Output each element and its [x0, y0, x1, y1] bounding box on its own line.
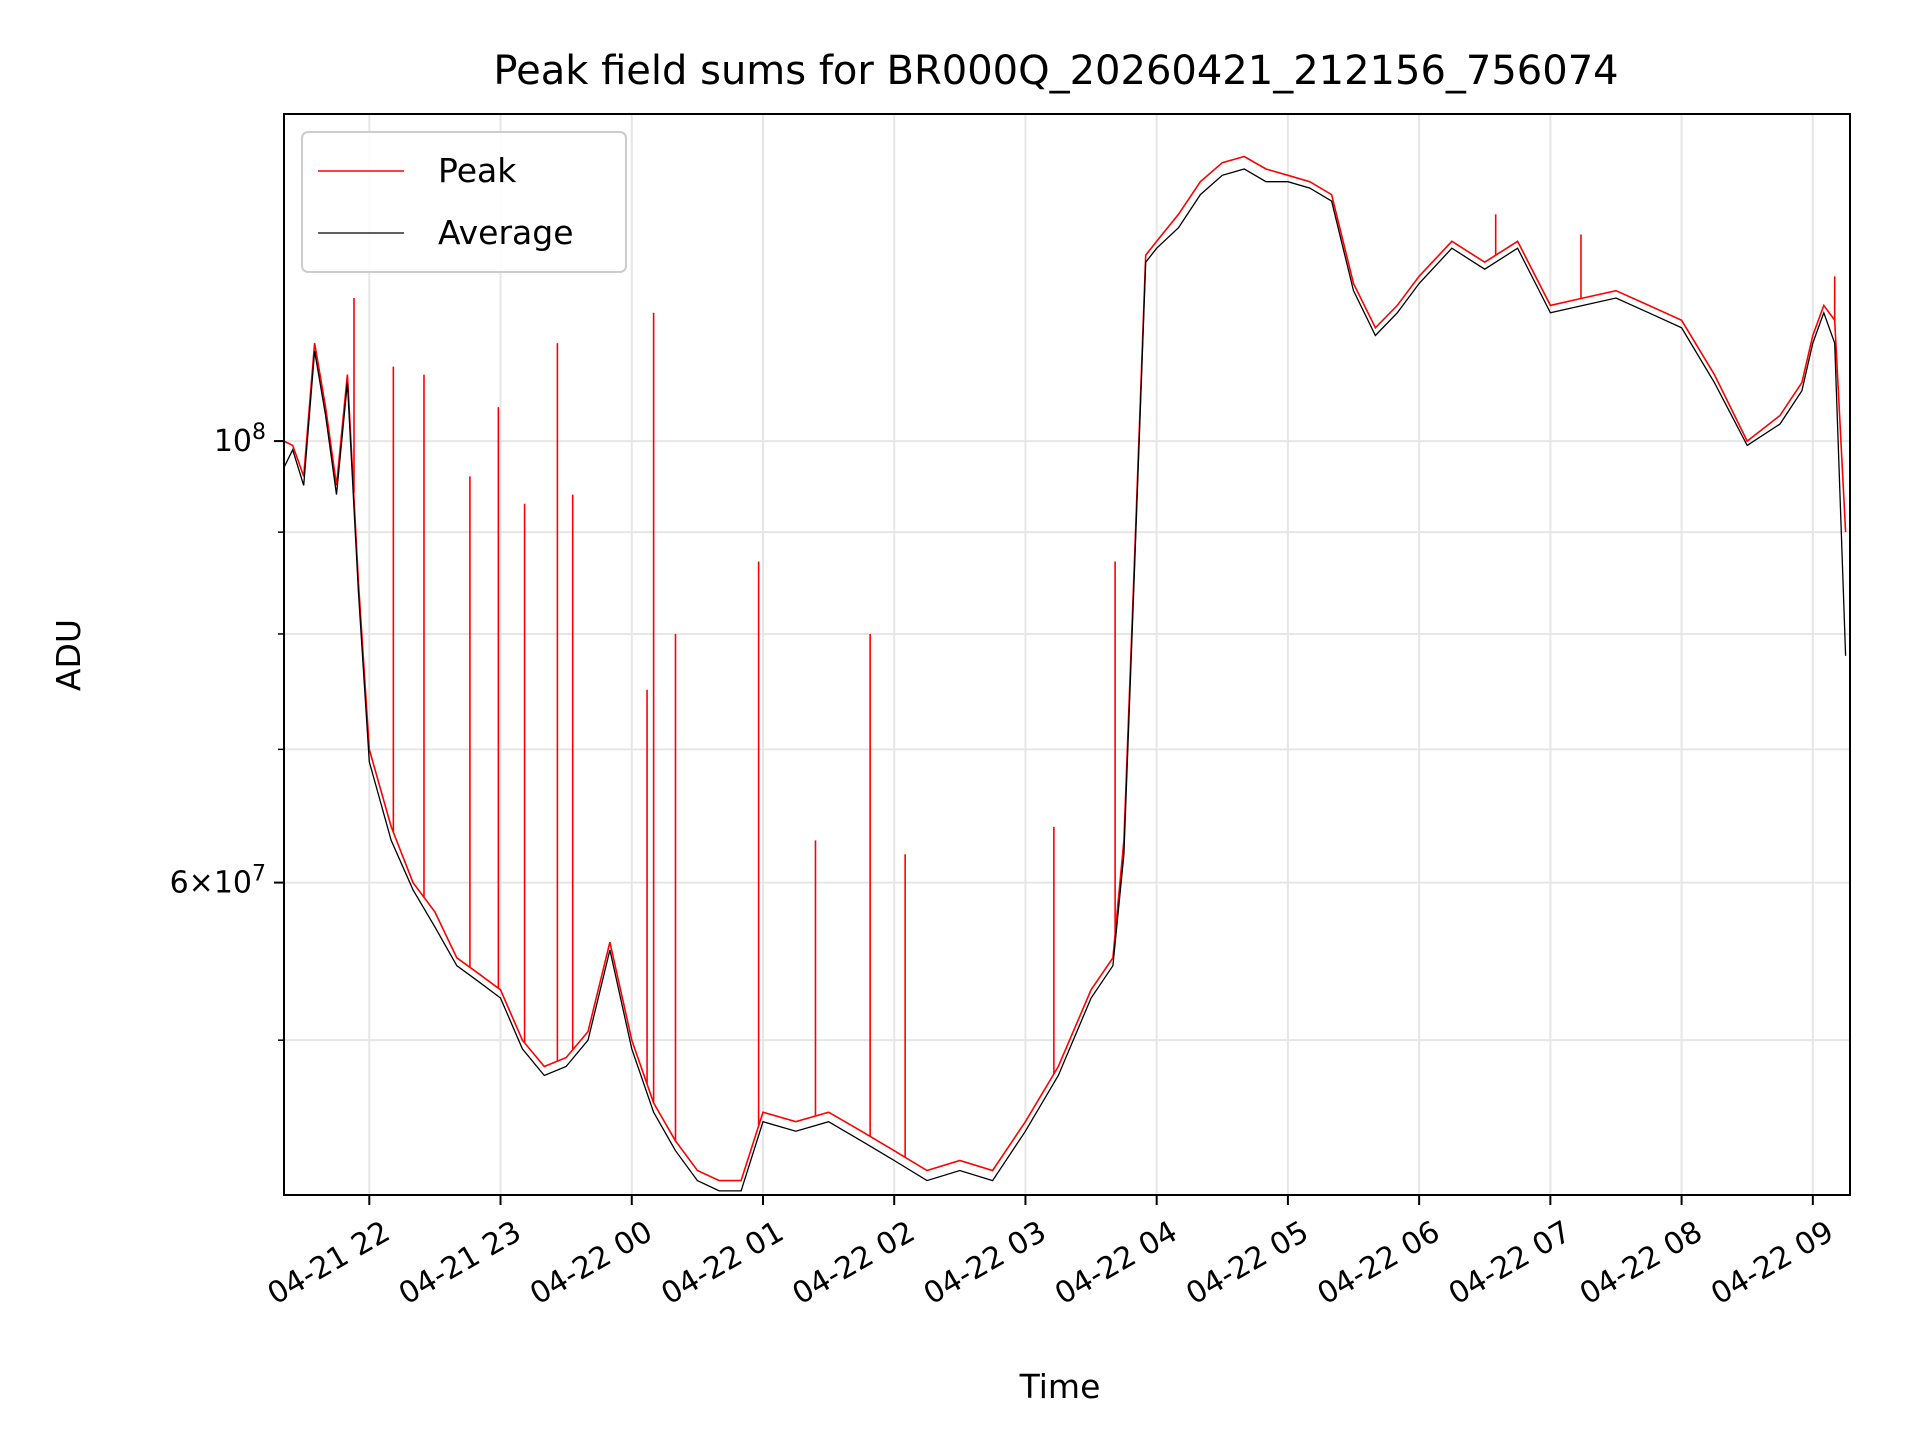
legend-box: [301, 131, 627, 273]
series-lines: [283, 155, 1847, 1192]
y-axis-ticks: 108 6×107: [170, 420, 284, 1041]
peak-spikes: [283, 214, 1836, 1158]
y-tick-label: 108: [214, 420, 266, 459]
series-line-peak: [283, 155, 1847, 1182]
y-tick-label: 6×107: [170, 862, 266, 901]
y-axis-label: ADU: [49, 619, 88, 691]
legend: Peak Average: [301, 131, 627, 273]
series-line-average: [283, 168, 1847, 1192]
plot-frame: [283, 113, 1851, 1196]
legend-label-peak: Peak: [438, 151, 517, 190]
grid-lines: [284, 114, 1850, 1195]
legend-label-average: Average: [438, 213, 574, 252]
chart-title: Peak field sums for BR000Q_20260421_2121…: [493, 48, 1618, 94]
x-axis-label: Time: [1019, 1367, 1101, 1406]
